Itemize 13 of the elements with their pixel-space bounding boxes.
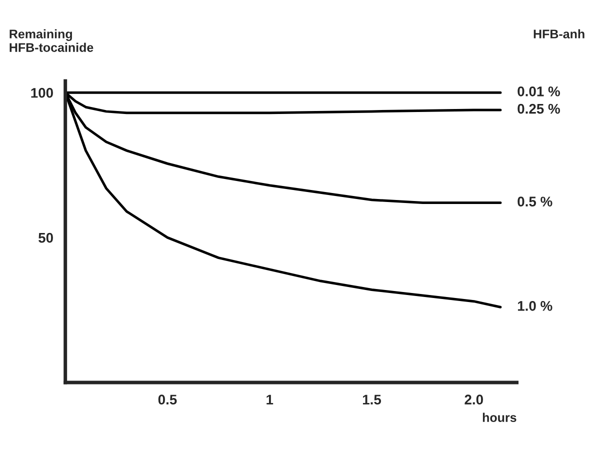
x-tick-label: 1 [266,394,274,404]
x-axis-title: hours [482,412,516,422]
x-tick-label: 2.0 [464,394,483,405]
x-tick-label: 1.5 [362,394,382,405]
y-axis-title: Remaining HFB-tocainide [10,29,94,52]
series-label: 1.0 % [518,301,552,311]
series-label: 0.5 % [518,196,552,206]
series-label: 0.25 % [518,104,560,114]
x-tick-label: 0.5 [158,394,177,405]
legend-title: HFB-anh [534,29,584,38]
y-tick-label: 100 [31,88,53,98]
series-label: 0.01 % [518,86,560,96]
y-tick-label: 50 [38,232,53,243]
